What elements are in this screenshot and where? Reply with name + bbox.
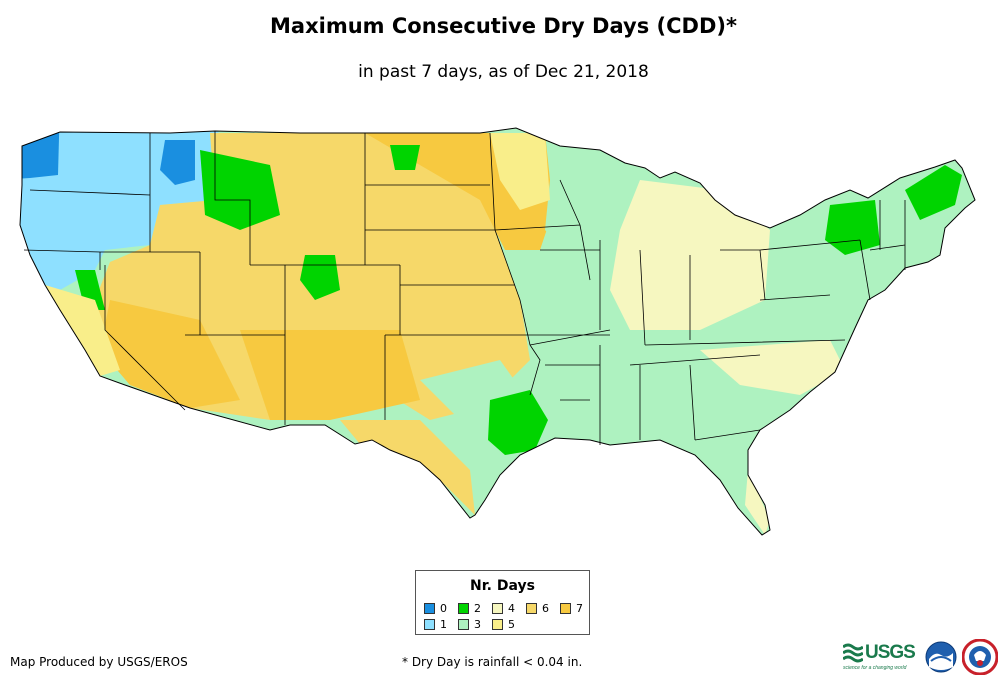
legend-item-2: 2 <box>458 603 481 615</box>
region-0-days-puget <box>20 128 60 180</box>
nws-logo-icon <box>962 639 998 675</box>
dry-day-footnote: * Dry Day is rainfall < 0.04 in. <box>402 655 583 669</box>
region-2-days-east-texas <box>488 390 548 455</box>
legend-swatch-4 <box>492 603 503 614</box>
map-credit: Map Produced by USGS/EROS <box>10 655 188 669</box>
legend-item-0: 0 <box>424 603 447 615</box>
region-4-days-carolinas <box>700 340 845 395</box>
country-outline <box>19 127 976 536</box>
map-subtitle: in past 7 days, as of Dec 21, 2018 <box>358 62 649 82</box>
legend-item-3: 3 <box>458 619 481 631</box>
usgs-tagline: science for a changing world <box>843 665 907 671</box>
legend-swatch-3 <box>458 619 469 630</box>
legend-swatch-2 <box>458 603 469 614</box>
legend-label-7: 7 <box>576 602 583 615</box>
region-7-days-southwest <box>100 300 240 408</box>
legend-swatch-1 <box>424 619 435 630</box>
legend: Nr. Days 0 1 2 3 4 5 6 7 <box>415 570 590 635</box>
legend-swatch-5 <box>492 619 503 630</box>
usgs-wordmark: USGS <box>865 642 916 663</box>
state-boundaries <box>23 131 906 445</box>
usgs-wave-icon <box>843 643 863 663</box>
noaa-logo-icon <box>925 641 957 673</box>
legend-label-1: 1 <box>440 618 447 631</box>
legend-item-5: 5 <box>492 619 515 631</box>
region-0-days-idaho <box>160 140 195 185</box>
legend-title: Nr. Days <box>470 578 535 594</box>
legend-label-6: 6 <box>542 602 549 615</box>
usgs-logo: USGS science for a changing world <box>843 641 921 673</box>
region-2-days-colorado <box>300 255 340 300</box>
region-5-days-north-dakota-east <box>490 133 550 210</box>
legend-item-6: 6 <box>526 603 549 615</box>
region-2-days-montana <box>200 150 280 230</box>
legend-item-1: 1 <box>424 619 447 631</box>
legend-item-4: 4 <box>492 603 515 615</box>
legend-swatch-6 <box>526 603 537 614</box>
region-4-days-florida <box>745 470 770 535</box>
legend-swatch-0 <box>424 603 435 614</box>
legend-label-5: 5 <box>508 618 515 631</box>
region-3-days-minnesota <box>545 133 640 250</box>
region-2-days-north-dakota <box>390 145 420 170</box>
legend-label-4: 4 <box>508 602 515 615</box>
region-5-days-california-coast <box>45 285 120 376</box>
region-2-days-new-york <box>825 200 880 255</box>
dry-day-regions <box>20 128 975 535</box>
legend-label-3: 3 <box>474 618 481 631</box>
legend-item-7: 7 <box>560 603 583 615</box>
map-title: Maximum Consecutive Dry Days (CDD)* <box>270 14 737 38</box>
legend-label-0: 0 <box>440 602 447 615</box>
legend-swatch-7 <box>560 603 571 614</box>
legend-label-2: 2 <box>474 602 481 615</box>
region-2-days-maine <box>905 165 962 220</box>
